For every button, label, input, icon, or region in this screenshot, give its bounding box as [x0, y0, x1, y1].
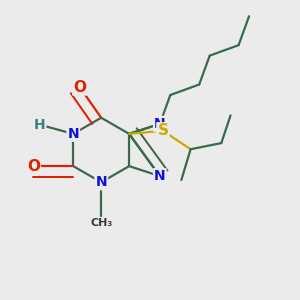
Text: CH₃: CH₃ [90, 218, 112, 228]
Text: N: N [95, 175, 107, 189]
Text: N: N [68, 127, 79, 141]
Text: N: N [154, 169, 166, 183]
Text: O: O [73, 80, 86, 94]
Text: H: H [34, 118, 45, 132]
Text: N: N [154, 117, 166, 131]
Text: O: O [27, 159, 40, 174]
Text: S: S [158, 123, 168, 138]
